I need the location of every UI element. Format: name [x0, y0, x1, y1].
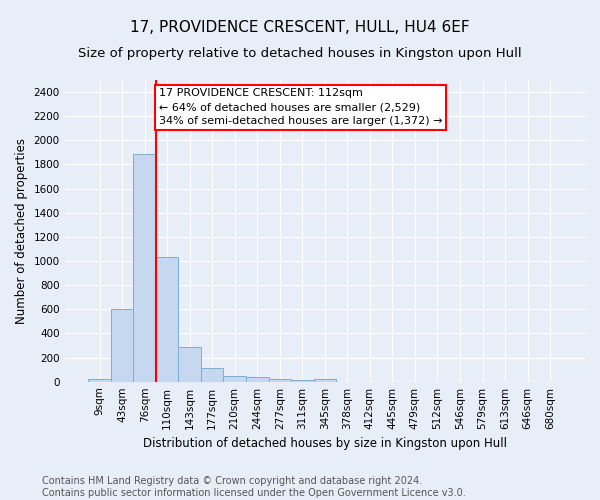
Bar	[314, 380, 336, 382]
Bar	[201, 368, 223, 382]
Bar	[291, 380, 314, 382]
Text: Contains HM Land Registry data © Crown copyright and database right 2024.
Contai: Contains HM Land Registry data © Crown c…	[42, 476, 466, 498]
Bar	[178, 346, 201, 382]
Text: 17 PROVIDENCE CRESCENT: 112sqm
← 64% of detached houses are smaller (2,529)
34% : 17 PROVIDENCE CRESCENT: 112sqm ← 64% of …	[158, 88, 442, 126]
X-axis label: Distribution of detached houses by size in Kingston upon Hull: Distribution of detached houses by size …	[143, 437, 507, 450]
Y-axis label: Number of detached properties: Number of detached properties	[15, 138, 28, 324]
Bar	[269, 380, 291, 382]
Bar	[156, 258, 178, 382]
Bar	[246, 377, 269, 382]
Text: 17, PROVIDENCE CRESCENT, HULL, HU4 6EF: 17, PROVIDENCE CRESCENT, HULL, HU4 6EF	[130, 20, 470, 35]
Bar	[133, 154, 156, 382]
Text: Size of property relative to detached houses in Kingston upon Hull: Size of property relative to detached ho…	[78, 48, 522, 60]
Bar	[88, 380, 111, 382]
Bar	[111, 310, 133, 382]
Bar	[223, 376, 246, 382]
